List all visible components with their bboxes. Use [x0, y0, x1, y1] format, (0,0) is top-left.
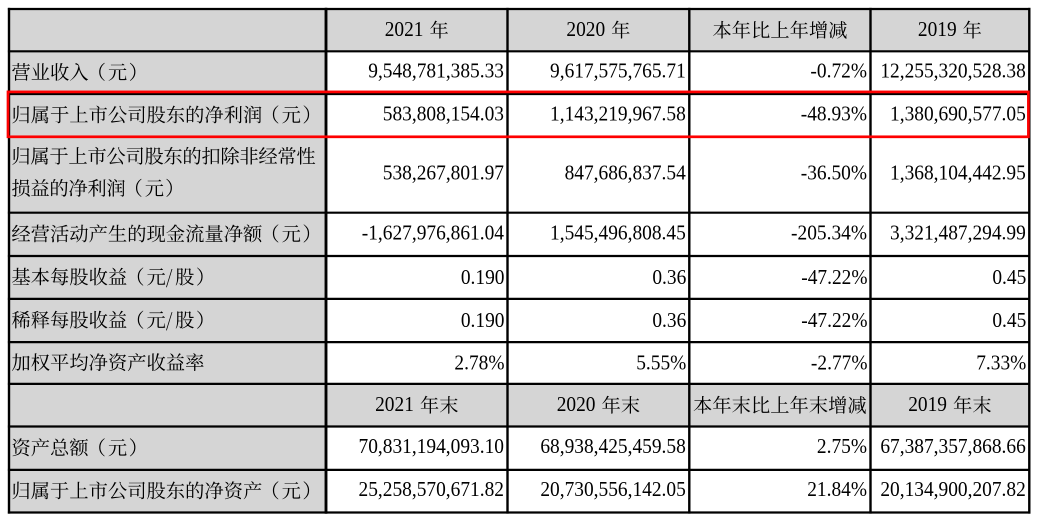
svg-text:1,143,219,967.58: 1,143,219,967.58 [550, 103, 686, 126]
svg-text:847,686,837.54: 847,686,837.54 [565, 162, 686, 185]
svg-text:-36.50%: -36.50% [801, 162, 867, 185]
svg-text:68,938,425,459.58: 68,938,425,459.58 [540, 436, 685, 459]
svg-text:0.190: 0.190 [461, 309, 505, 332]
svg-text:583,808,154.03: 583,808,154.03 [383, 103, 504, 126]
svg-text:0.36: 0.36 [652, 309, 686, 332]
svg-text:0.190: 0.190 [461, 266, 505, 289]
svg-text:0.45: 0.45 [992, 266, 1026, 289]
svg-text:1,368,104,442.95: 1,368,104,442.95 [890, 162, 1026, 185]
svg-text:2021: 2021 [385, 19, 424, 42]
svg-text:7.33%: 7.33% [976, 352, 1026, 375]
svg-text:25,258,570,671.82: 25,258,570,671.82 [359, 479, 504, 502]
svg-text:70,831,194,093.10: 70,831,194,093.10 [359, 436, 504, 459]
svg-text:-1,627,976,861.04: -1,627,976,861.04 [362, 222, 504, 245]
svg-text:21.84%: 21.84% [807, 479, 867, 502]
svg-text:3,321,487,294.99: 3,321,487,294.99 [890, 222, 1026, 245]
svg-text:-205.34%: -205.34% [791, 222, 867, 245]
svg-text:1,545,496,808.45: 1,545,496,808.45 [550, 222, 686, 245]
svg-text:-47.22%: -47.22% [801, 309, 867, 332]
svg-text:2020: 2020 [557, 394, 596, 417]
svg-text:-47.22%: -47.22% [801, 266, 867, 289]
svg-text:538,267,801.97: 538,267,801.97 [383, 162, 504, 185]
svg-text:0.45: 0.45 [992, 309, 1026, 332]
svg-text:9,548,781,385.33: 9,548,781,385.33 [368, 60, 504, 83]
svg-text:-0.72%: -0.72% [810, 60, 867, 83]
svg-text:9,617,575,765.71: 9,617,575,765.71 [550, 60, 686, 83]
svg-text:0.36: 0.36 [652, 266, 686, 289]
svg-text:1,380,690,577.05: 1,380,690,577.05 [890, 103, 1026, 126]
svg-text:-48.93%: -48.93% [801, 103, 867, 126]
svg-text:2019: 2019 [908, 394, 947, 417]
svg-text:12,255,320,528.38: 12,255,320,528.38 [880, 60, 1025, 83]
svg-text:20,730,556,142.05: 20,730,556,142.05 [540, 479, 685, 502]
svg-text:-2.77%: -2.77% [811, 352, 868, 375]
svg-text:2019: 2019 [918, 19, 957, 42]
svg-text:2020: 2020 [566, 19, 605, 42]
svg-text:20,134,900,207.82: 20,134,900,207.82 [880, 479, 1025, 502]
svg-text:67,387,357,868.66: 67,387,357,868.66 [880, 436, 1025, 459]
svg-text:2021: 2021 [375, 394, 414, 417]
svg-text:2.75%: 2.75% [817, 436, 867, 459]
svg-text:5.55%: 5.55% [636, 352, 686, 375]
svg-text:2.78%: 2.78% [454, 352, 504, 375]
